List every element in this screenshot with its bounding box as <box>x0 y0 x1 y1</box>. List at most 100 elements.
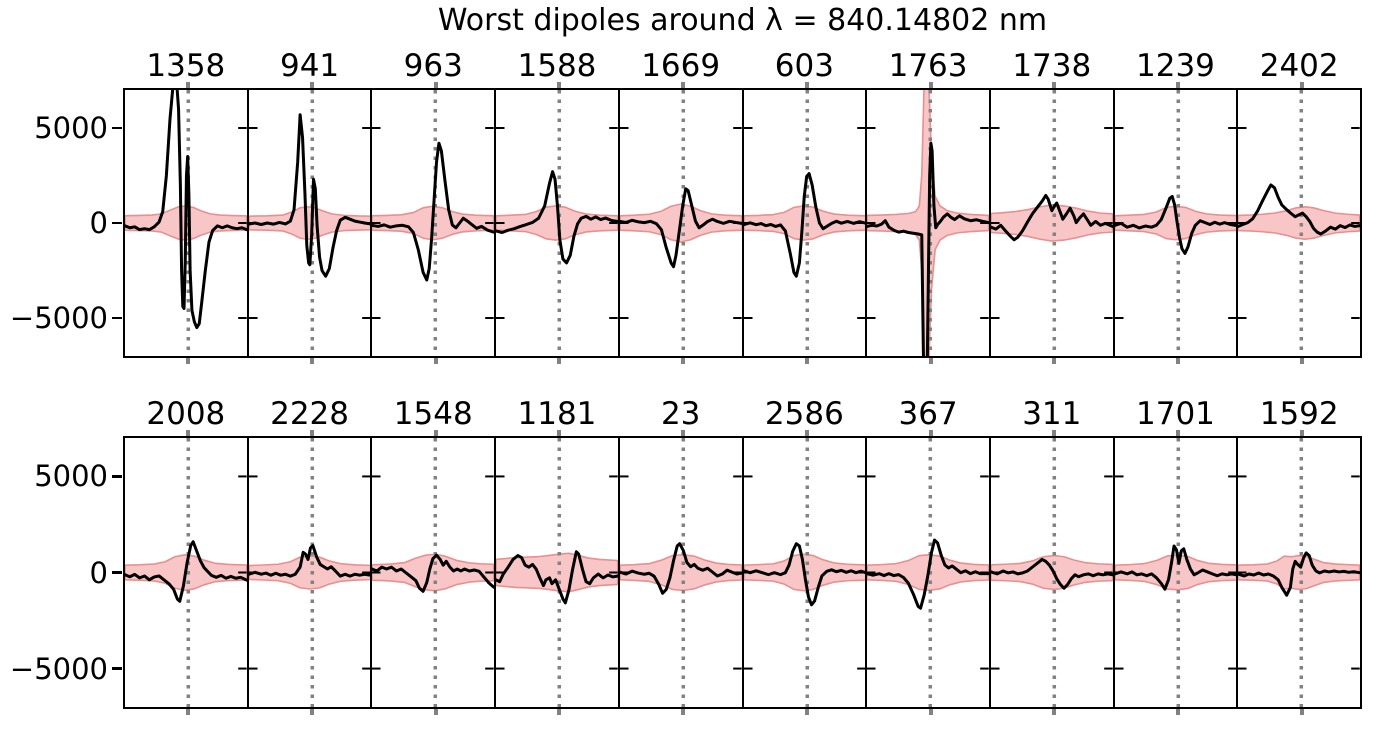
y-tick-label: −5000 <box>9 651 108 686</box>
panel-label: 1358 <box>146 48 226 84</box>
panel-label: 1588 <box>517 48 597 84</box>
marker-tick-nub <box>1299 709 1304 715</box>
uncertainty-band <box>372 554 495 591</box>
marker-tick-nub <box>557 82 562 88</box>
panel-plot-area <box>743 90 866 356</box>
subplot-panel-1669: 1669 <box>619 48 744 364</box>
subplot-panel-2008: 2008 <box>125 396 249 715</box>
marker-tick-nub <box>1175 82 1180 88</box>
panel-plot-area <box>1238 90 1361 356</box>
marker-tick-nub <box>804 358 809 364</box>
signal-line <box>867 143 989 356</box>
marker-tick-nub <box>433 709 438 715</box>
signal-line <box>1115 196 1237 253</box>
chart-title: Worst dipoles around λ = 840.14802 nm <box>437 3 1048 38</box>
y-tick-mark-outer <box>112 316 122 320</box>
signal-line <box>991 559 1113 588</box>
marker-tick-nub <box>1175 709 1180 715</box>
panel-plot-area <box>1238 438 1361 707</box>
subplot-panel-2586: 2586 <box>743 396 868 715</box>
subplot-panel-1738: 1738 <box>990 48 1115 364</box>
subplot-panel-311: 311 <box>990 396 1115 715</box>
panel-label: 603 <box>774 48 834 84</box>
marker-tick-nub <box>1175 430 1180 436</box>
y-tick-label: 0 <box>89 555 108 590</box>
marker-tick-nub <box>681 358 686 364</box>
panel-plot-area <box>1114 438 1237 707</box>
panel-label: 1548 <box>393 396 473 432</box>
signal-line <box>496 552 618 603</box>
uncertainty-band <box>248 556 371 589</box>
marker-tick-nub <box>433 82 438 88</box>
subplot-row-bottom: 2008 2228 1548 1181 23 2586 367 311 1701 1592 <box>123 396 1362 715</box>
marker-tick-nub <box>804 82 809 88</box>
subplot-panel-941: 941 <box>248 48 373 364</box>
marker-tick-nub <box>186 358 191 364</box>
panel-plot-area <box>248 438 371 707</box>
uncertainty-band <box>743 206 866 240</box>
marker-tick-nub <box>1052 82 1057 88</box>
y-tick-mark-outer <box>112 475 122 478</box>
panel-plot-area <box>619 438 742 707</box>
y-tick-label: 0 <box>89 206 108 240</box>
marker-tick-nub <box>186 82 191 88</box>
uncertainty-band <box>248 207 371 239</box>
panel-label: 1181 <box>517 396 597 432</box>
marker-tick-nub <box>804 709 809 715</box>
signal-line <box>1238 553 1360 595</box>
signal-line <box>496 172 618 263</box>
subplot-panel-1763: 1763 <box>867 48 991 364</box>
marker-tick-nub <box>557 358 562 364</box>
subplot-panel-367: 367 <box>867 396 991 715</box>
subplot-panel-1592: 1592 <box>1238 396 1361 715</box>
panel-plot-area <box>743 438 866 707</box>
signal-line <box>744 174 866 277</box>
panel-label: 2228 <box>270 396 349 432</box>
signal-line <box>1238 185 1360 234</box>
panel-plot-area <box>248 90 371 356</box>
y-tick-label: −5000 <box>9 301 108 335</box>
panel-label: 2586 <box>764 396 844 432</box>
signal-line <box>991 195 1113 239</box>
panel-label: 23 <box>660 396 701 432</box>
panel-plot-area <box>619 90 742 356</box>
marker-tick-nub <box>928 82 933 88</box>
marker-tick-nub <box>804 430 809 436</box>
panel-plot-area <box>867 438 989 707</box>
panel-label: 1701 <box>1136 396 1215 432</box>
y-tick-mark-outer <box>112 221 122 225</box>
panel-label: 2402 <box>1259 48 1339 84</box>
panel-label: 1669 <box>641 48 721 84</box>
subplot-panel-2228: 2228 <box>248 396 373 715</box>
panel-label: 1239 <box>1136 48 1215 84</box>
panel-label: 1738 <box>1012 48 1092 84</box>
subplot-panel-1181: 1181 <box>496 396 620 715</box>
subplot-panel-603: 603 <box>743 48 868 364</box>
marker-tick-nub <box>928 430 933 436</box>
panel-plot-area <box>1114 90 1237 356</box>
subplot-row-top: 1358 941 963 1588 1669 603 1763 1738 1239 2402 <box>123 48 1362 364</box>
marker-tick-nub <box>433 358 438 364</box>
panel-plot-area <box>990 90 1113 356</box>
marker-tick-nub <box>1052 430 1057 436</box>
panel-plot-area <box>372 90 495 356</box>
panel-label: 963 <box>403 48 463 84</box>
marker-tick-nub <box>557 709 562 715</box>
marker-tick-nub <box>1052 709 1057 715</box>
subplot-panel-1701: 1701 <box>1114 396 1239 715</box>
marker-tick-nub <box>557 430 562 436</box>
marker-tick-nub <box>1175 358 1180 364</box>
marker-tick-nub <box>1299 358 1304 364</box>
subplot-panel-1239: 1239 <box>1114 48 1239 364</box>
panel-plot-area <box>125 90 247 356</box>
signal-line <box>125 542 247 602</box>
signal-line <box>125 90 247 328</box>
signal-line <box>249 546 371 577</box>
marker-tick-nub <box>309 430 314 436</box>
marker-tick-nub <box>681 709 686 715</box>
subplot-panel-963: 963 <box>372 48 497 364</box>
marker-tick-nub <box>186 709 191 715</box>
marker-tick-nub <box>309 709 314 715</box>
panel-label: 941 <box>279 48 340 84</box>
